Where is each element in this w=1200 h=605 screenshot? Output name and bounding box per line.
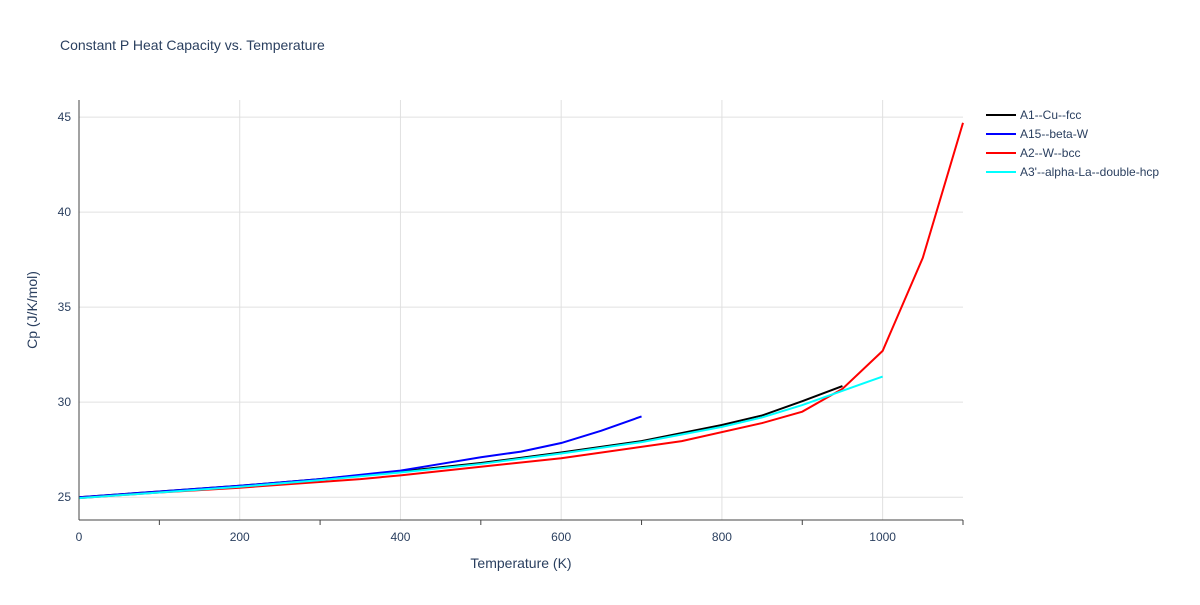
x-tick-label: 0: [76, 530, 83, 544]
y-tick-label: 30: [58, 395, 72, 409]
legend-item[interactable]: A2--W--bcc: [1020, 146, 1080, 160]
legend-item[interactable]: A1--Cu--fcc: [1020, 108, 1081, 122]
x-tick-label: 600: [551, 530, 571, 544]
x-tick-label: 800: [712, 530, 732, 544]
y-tick-label: 25: [58, 490, 72, 504]
y-tick-label: 45: [58, 110, 72, 124]
chart-title: Constant P Heat Capacity vs. Temperature: [60, 37, 325, 53]
series-line-3: [78, 375, 883, 500]
x-tick-label: 400: [390, 530, 410, 544]
legend-item[interactable]: A3'--alpha-La--double-hcp: [1020, 165, 1159, 179]
legend-item[interactable]: A15--beta-W: [1020, 127, 1089, 141]
y-tick-label: 40: [58, 205, 72, 219]
y-tick-label: 35: [58, 300, 72, 314]
legend: A1--Cu--fcc A15--beta-W A2--W--bcc A3'--alp…: [986, 108, 1159, 179]
x-tick-label: 1000: [869, 530, 896, 544]
x-tick-label: 200: [230, 530, 250, 544]
series-line-0: [78, 385, 843, 499]
series-line-2: [78, 122, 964, 500]
x-axis-label: Temperature (K): [470, 555, 571, 571]
y-axis-label: Cp (J/K/mol): [24, 271, 40, 349]
series-line-1: [78, 415, 642, 499]
